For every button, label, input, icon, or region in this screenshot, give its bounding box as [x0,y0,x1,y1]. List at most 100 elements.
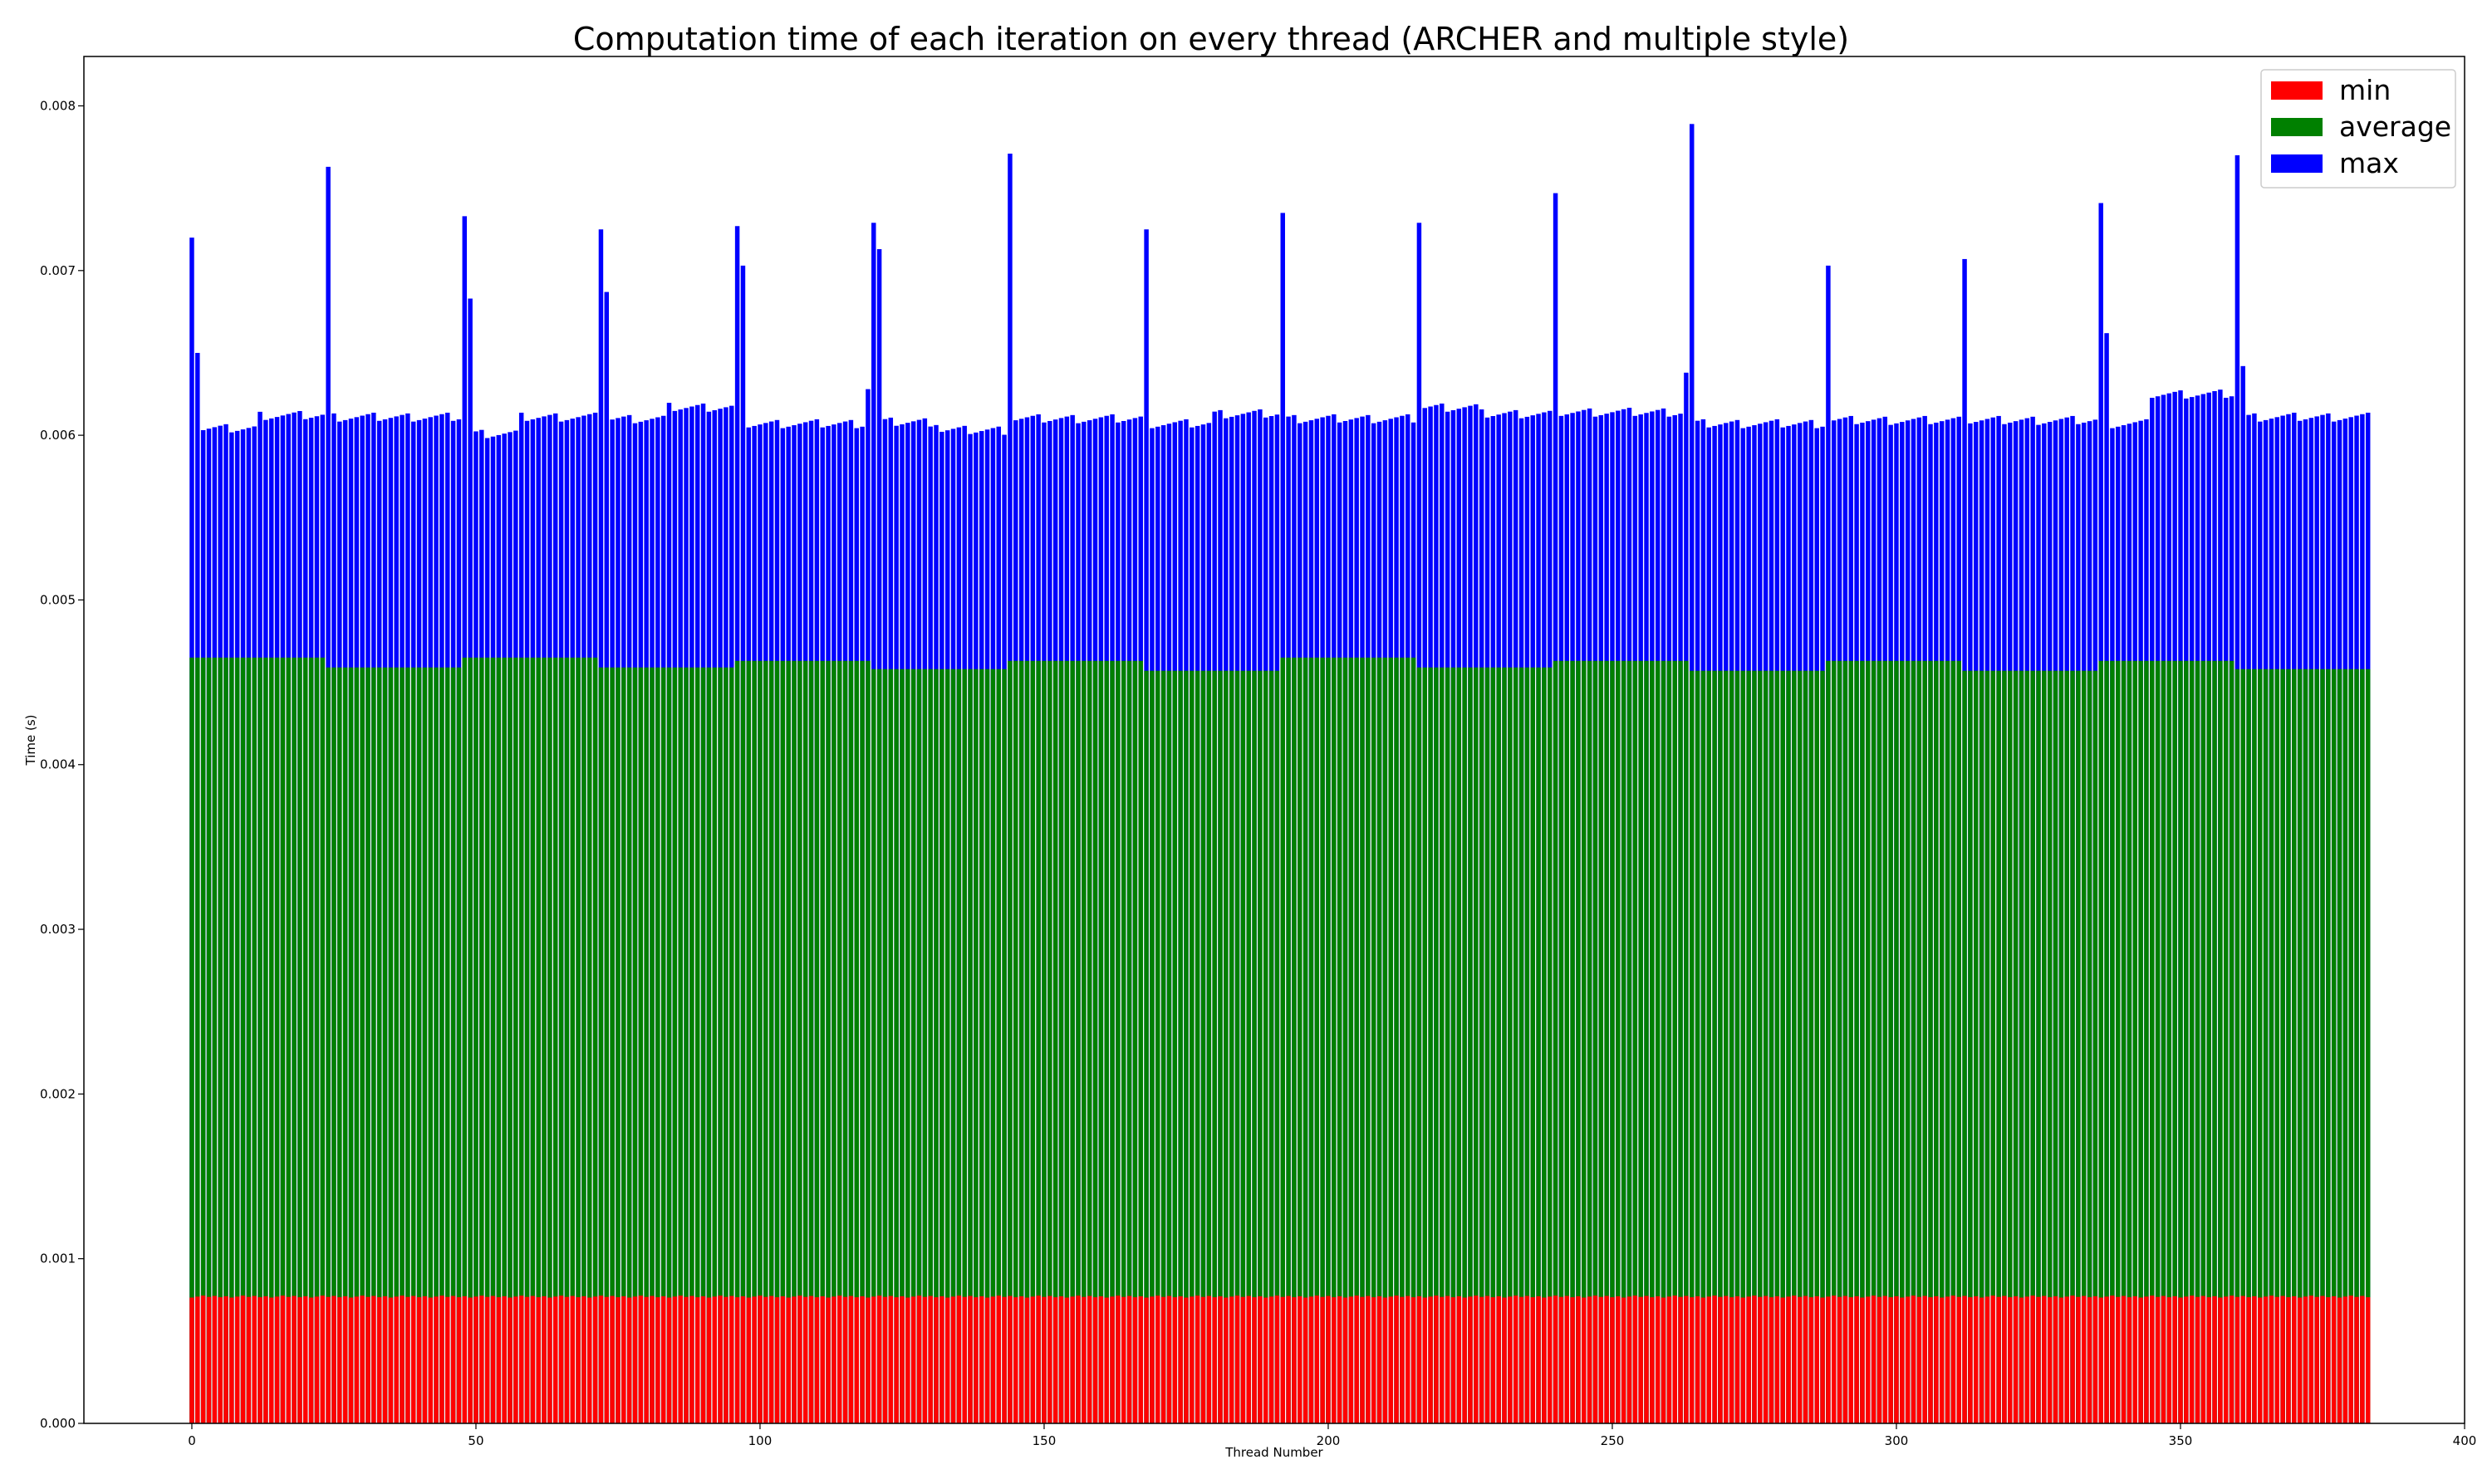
bar-average [1780,670,1785,1423]
bar-average [2280,669,2285,1423]
bar-min [1376,1295,1382,1423]
bar-min [286,1296,291,1423]
bar-average [2076,670,2081,1423]
bar-average [348,667,354,1423]
bar-min [1740,1297,1746,1423]
bar-min [1792,1295,1797,1423]
bar-average [2252,669,2257,1423]
bar-average [320,657,326,1423]
bar-min [990,1296,996,1423]
bar-average [1076,660,1081,1423]
bar-average [1479,667,1484,1423]
bar-min [2240,1295,2245,1423]
bar-min [1440,1296,1445,1423]
bar-average [1962,670,1967,1423]
bar-min [462,1295,468,1423]
bar-average [1366,657,1371,1423]
bar-min [428,1297,433,1423]
bar-min [650,1295,655,1423]
bar-min [195,1296,200,1423]
plot-frame [83,56,2465,1424]
bar-min [2144,1296,2149,1423]
bar-average [314,657,320,1423]
bar-min [234,1296,240,1423]
bar-min [1984,1296,1990,1423]
bar-average [1876,660,1882,1423]
bar-min [2087,1297,2092,1423]
bar-average [2058,670,2064,1423]
bar-average [871,669,876,1423]
bar-min [758,1295,763,1423]
bar-average [1797,670,1803,1423]
bar-min [1280,1296,1285,1423]
bar-min [1240,1296,1246,1423]
bar-average [1548,667,1553,1423]
bar-min [1524,1295,1530,1423]
bar-average [473,657,478,1423]
bar-average [979,669,984,1423]
bar-average [1616,660,1621,1423]
bar-min [1200,1296,1206,1423]
bar-average [308,657,314,1423]
bar-average [2218,660,2223,1423]
bar-min [694,1297,700,1423]
bar-min [604,1296,610,1423]
bar-min [718,1295,723,1423]
bar-average [922,669,928,1423]
bar-average [1274,670,1280,1423]
bar-average [416,667,422,1423]
bar-min [1252,1297,1257,1423]
bar-min [1274,1295,1280,1423]
bar-average [2184,660,2189,1423]
bar-average [2150,660,2155,1423]
bar-min [1690,1297,1695,1423]
bar-average [1842,660,1848,1423]
bar-average [1712,670,1717,1423]
bar-min [1092,1297,1098,1423]
bar-min [2064,1296,2069,1423]
bar-average [1758,670,1763,1423]
bar-min [797,1295,802,1423]
bar-min [1320,1296,1325,1423]
bar-min [1576,1295,1581,1423]
bar-min [280,1295,286,1423]
x-tick-label: 400 [2453,1433,2477,1448]
bar-min [2036,1296,2041,1423]
bar-min [1354,1295,1359,1423]
bar-average [1200,670,1206,1423]
bar-average [2200,660,2206,1423]
bar-average [1030,660,1036,1423]
bar-average [1558,660,1564,1423]
bar-average [354,667,360,1423]
bar-average [1342,657,1348,1423]
bar-min [439,1295,444,1423]
bar-average [2206,660,2211,1423]
bar-min [1934,1295,1939,1423]
bar-average [1229,670,1234,1423]
bar-min [616,1297,621,1423]
bar-average [2064,670,2069,1423]
bar-min [746,1297,752,1423]
bar-average [950,669,956,1423]
bar-average [2166,660,2172,1423]
bar-average [934,669,939,1423]
bar-min [1229,1296,1234,1423]
bar-min [2286,1297,2291,1423]
bar-min [1104,1297,1109,1423]
bar-average [802,660,808,1423]
bar-min [1837,1296,1842,1423]
bar-average [768,660,774,1423]
bar-average [684,667,689,1423]
bar-average [724,667,728,1423]
bar-average [303,657,308,1423]
bar-min [2058,1297,2064,1423]
bar-average [1866,660,1871,1423]
bar-average [2116,660,2121,1423]
x-tick-label: 250 [1601,1433,1625,1448]
bar-min [1126,1295,1132,1423]
bar-average [1212,670,1217,1423]
bar-min [1950,1295,1956,1423]
bar-average [1234,670,1240,1423]
bar-min [1638,1296,1643,1423]
bar-average [1621,660,1626,1423]
